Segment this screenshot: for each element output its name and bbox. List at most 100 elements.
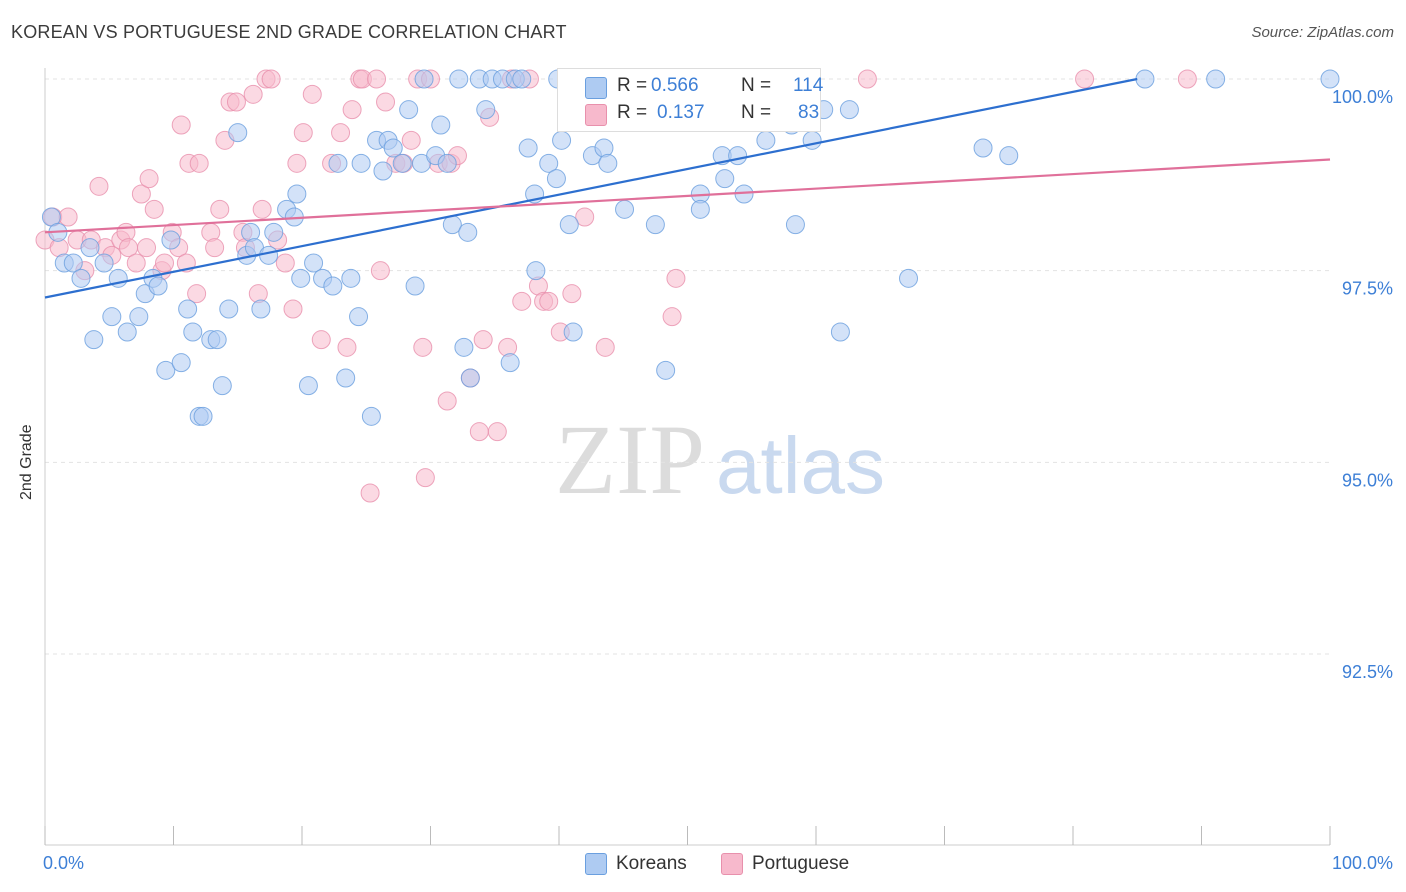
- legend-swatch-koreans: [585, 853, 607, 875]
- korean-point: [193, 406, 213, 426]
- axes: [44, 68, 1331, 846]
- korean-point: [559, 215, 579, 235]
- grid-lines: [45, 78, 1330, 655]
- portuguese-point: [539, 291, 559, 311]
- portuguese-point: [595, 337, 615, 357]
- korean-point: [405, 276, 425, 296]
- korean-point: [399, 100, 419, 120]
- portuguese-point: [210, 199, 230, 219]
- legend-r-value: 0.137: [657, 102, 705, 123]
- legend-n-value: 114: [793, 75, 824, 96]
- korean-point: [1320, 69, 1340, 89]
- korean-point: [539, 153, 559, 173]
- korean-point: [212, 376, 232, 396]
- legend-swatch-portuguese: [585, 104, 607, 126]
- portuguese-point: [137, 238, 157, 258]
- portuguese-point: [666, 268, 686, 288]
- korean-trend-line: [44, 77, 1138, 299]
- korean-point: [207, 330, 227, 350]
- portuguese-trend-line: [44, 158, 1331, 234]
- legend-n-value: 83: [798, 102, 820, 123]
- legend-n-label: N =: [741, 102, 772, 123]
- portuguese-point: [139, 169, 159, 189]
- korean-point: [304, 253, 324, 273]
- korean-point: [328, 153, 348, 173]
- portuguese-point: [487, 422, 507, 442]
- portuguese-point: [415, 468, 435, 488]
- portuguese-point: [512, 291, 532, 311]
- portuguese-point: [413, 337, 433, 357]
- x-tick-label: 100.0%: [1332, 853, 1393, 873]
- portuguese-point: [376, 92, 396, 112]
- portuguese-point: [360, 483, 380, 503]
- korean-point: [351, 153, 371, 173]
- y-tick-label: 97.5%: [1342, 279, 1393, 299]
- portuguese-point: [171, 115, 191, 135]
- trend-lines: [44, 77, 1331, 299]
- korean-point: [728, 146, 748, 166]
- korean-point: [598, 153, 618, 173]
- watermark-atlas: atlas: [716, 421, 885, 510]
- legend-label-koreans: Koreans: [616, 853, 687, 874]
- portuguese-point: [243, 84, 263, 104]
- portuguese-point: [283, 299, 303, 319]
- korean-point: [291, 268, 311, 288]
- portuguese-point: [857, 69, 877, 89]
- korean-point: [63, 253, 83, 273]
- portuguese-point: [662, 307, 682, 327]
- korean-point: [546, 169, 566, 189]
- portuguese-point: [1075, 69, 1095, 89]
- korean-point: [500, 353, 520, 373]
- korean-point: [802, 130, 822, 150]
- portuguese-point: [189, 153, 209, 173]
- korean-point: [449, 69, 469, 89]
- portuguese-point: [469, 422, 489, 442]
- portuguese-point: [575, 207, 595, 227]
- korean-point: [349, 307, 369, 327]
- portuguese-point: [370, 261, 390, 281]
- korean-point: [251, 299, 271, 319]
- korean-point: [259, 245, 279, 265]
- korean-point: [526, 261, 546, 281]
- portuguese-point: [205, 238, 225, 258]
- korean-point: [431, 115, 451, 135]
- y-tick-labels: 100.0% 97.5% 95.0% 92.5%: [1332, 87, 1393, 682]
- korean-point: [460, 368, 480, 388]
- korean-point: [512, 69, 532, 89]
- portuguese-point: [342, 100, 362, 120]
- watermark-zip: ZIP: [555, 404, 705, 515]
- korean-point: [454, 337, 474, 357]
- korean-point: [156, 360, 176, 380]
- portuguese-point: [311, 330, 331, 350]
- korean-point: [298, 376, 318, 396]
- korean-point: [178, 299, 198, 319]
- korean-point: [563, 322, 583, 342]
- korean-point: [645, 215, 665, 235]
- y-tick-label: 100.0%: [1332, 87, 1393, 107]
- korean-point: [392, 153, 412, 173]
- korean-point: [84, 330, 104, 350]
- portuguese-point: [58, 207, 78, 227]
- korean-point: [228, 123, 248, 143]
- korean-point: [183, 322, 203, 342]
- korean-point: [117, 322, 137, 342]
- portuguese-point: [155, 253, 175, 273]
- portuguese-point: [331, 123, 351, 143]
- korean-point: [171, 353, 191, 373]
- chart-title: KOREAN VS PORTUGUESE 2ND GRADE CORRELATI…: [11, 22, 567, 42]
- korean-point: [973, 138, 993, 158]
- korean-point: [264, 222, 284, 242]
- stats-legend: R = 0.566 N = 114 R = 0.137 N = 83: [557, 68, 824, 132]
- legend-n-label: N =: [741, 75, 772, 96]
- portuguese-point: [293, 123, 313, 143]
- legend-r-label: R =: [617, 75, 648, 96]
- korean-point: [287, 184, 307, 204]
- korean-point: [102, 307, 122, 327]
- korean-point: [785, 215, 805, 235]
- korean-point: [437, 153, 457, 173]
- portuguese-point: [437, 391, 457, 411]
- korean-point: [999, 146, 1019, 166]
- korean-point: [373, 161, 393, 181]
- portuguese-point: [252, 199, 272, 219]
